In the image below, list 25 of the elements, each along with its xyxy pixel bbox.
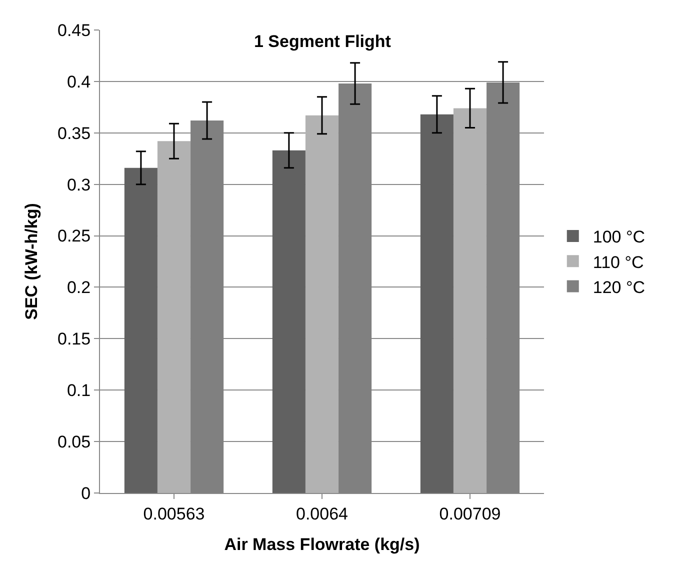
x-tick-label: 0.00563 bbox=[143, 504, 205, 524]
bar bbox=[124, 168, 158, 493]
y-axis-title: SEC (kW-h/kg) bbox=[22, 203, 42, 320]
y-tick-label: 0.3 bbox=[66, 175, 91, 194]
y-tick-label: 0.25 bbox=[58, 226, 91, 246]
y-tick-label: 0.4 bbox=[66, 72, 91, 92]
x-tick-label: 0.0064 bbox=[296, 504, 348, 524]
y-tick-label: 0 bbox=[81, 484, 91, 503]
legend-label: 110 °C bbox=[592, 252, 644, 272]
y-tick-label: 0.45 bbox=[58, 20, 91, 40]
bar bbox=[272, 150, 306, 493]
bar bbox=[420, 114, 454, 493]
y-tick-label: 0.05 bbox=[58, 432, 91, 452]
bar bbox=[305, 115, 339, 493]
legend-label: 100 °C bbox=[592, 228, 646, 247]
x-tick-label: 0.00709 bbox=[439, 504, 501, 524]
legend-label: 120 °C bbox=[592, 278, 646, 297]
y-tick-label: 0.2 bbox=[66, 278, 91, 298]
x-axis-title: Air Mass Flowrate (kg/s) bbox=[224, 534, 420, 554]
chart-title: 1 Segment Flight bbox=[254, 32, 392, 51]
y-tick-label: 0.15 bbox=[58, 330, 91, 349]
bar bbox=[453, 108, 487, 493]
y-tick-label: 0.1 bbox=[66, 381, 91, 400]
bar bbox=[157, 141, 191, 493]
y-tick-label: 0.35 bbox=[58, 124, 91, 143]
